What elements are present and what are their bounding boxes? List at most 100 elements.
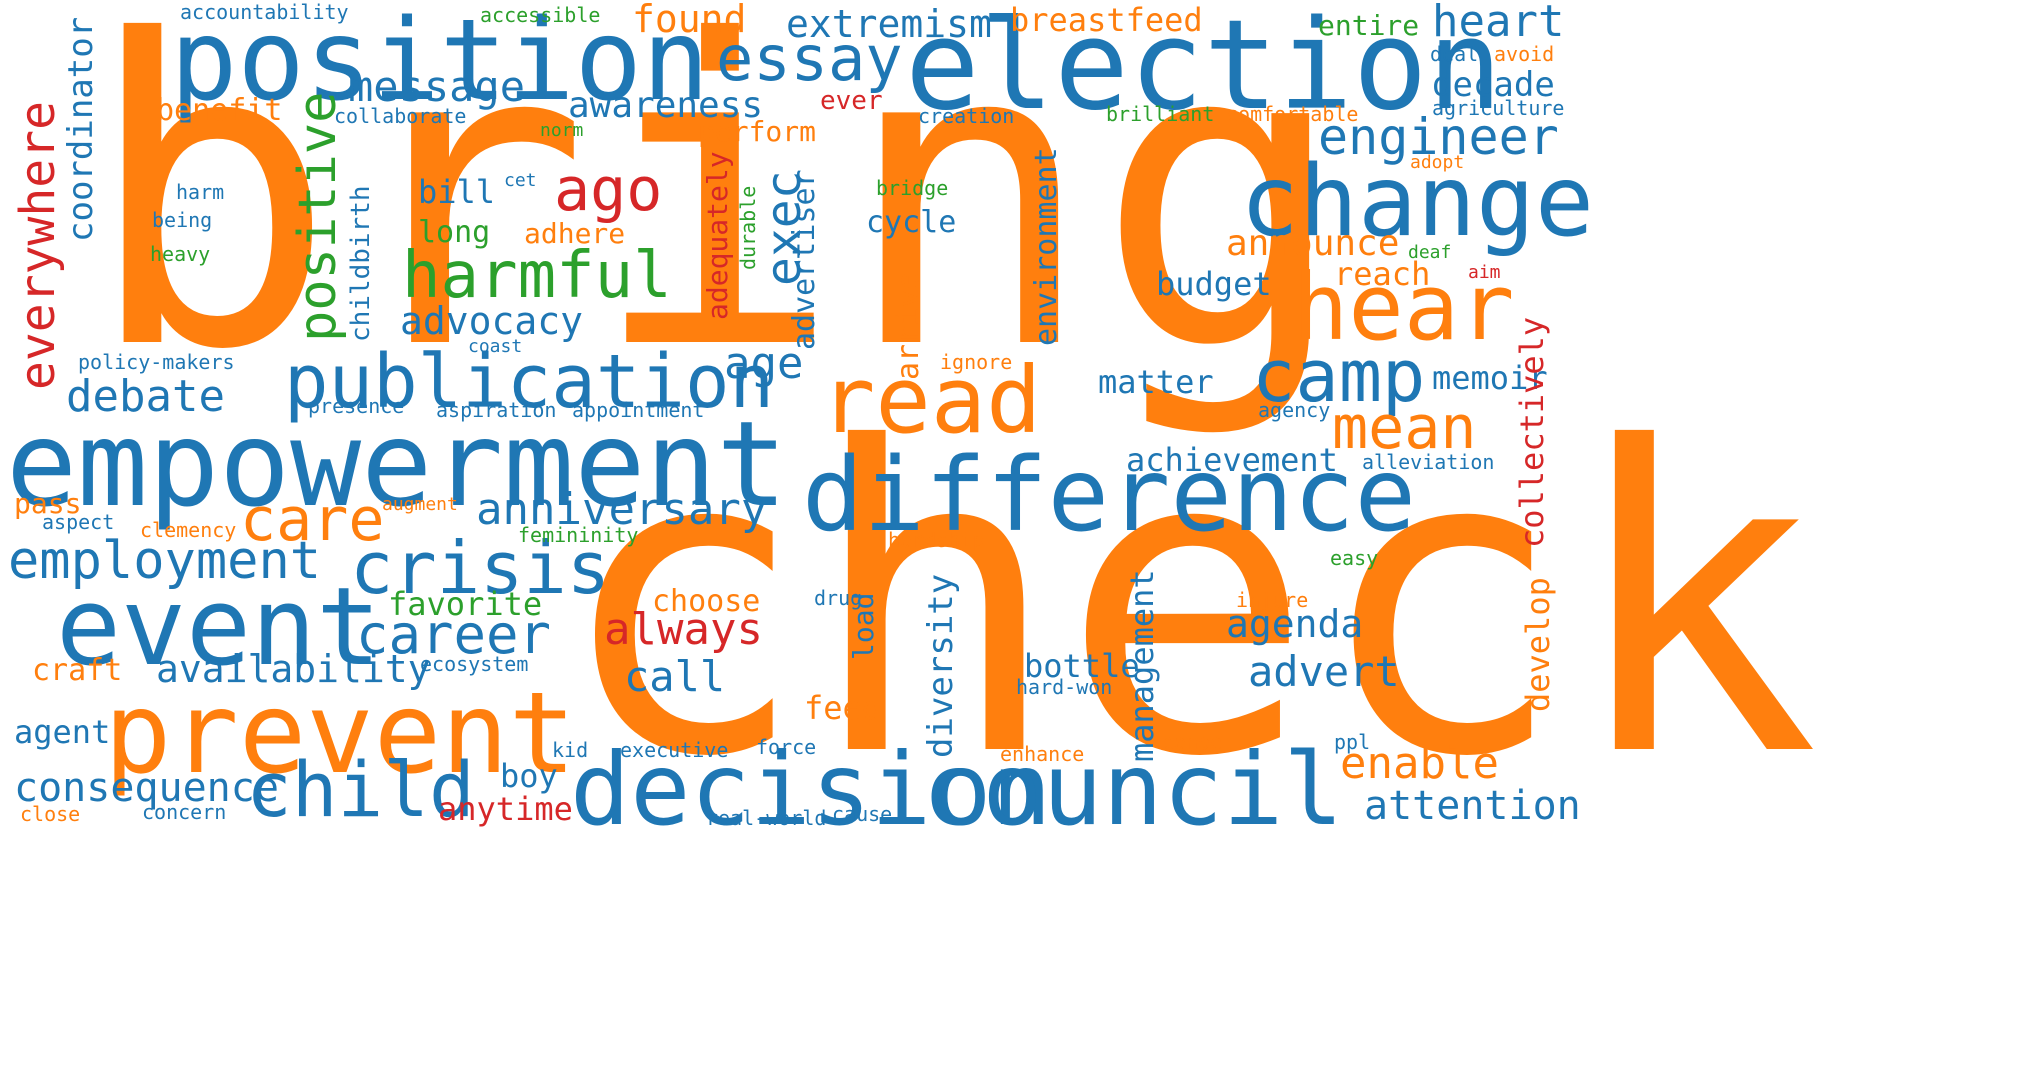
word-femininity: femininity bbox=[518, 523, 639, 547]
word-favorite: favorite bbox=[388, 585, 543, 623]
word-coast: coast bbox=[468, 336, 523, 357]
word-harm: harm bbox=[176, 180, 225, 204]
word-craft: craft bbox=[32, 653, 123, 688]
word-deal: deal bbox=[1430, 42, 1479, 66]
word-bottle: bottle bbox=[1024, 647, 1140, 685]
word-attention: attention bbox=[1364, 783, 1581, 829]
word-availability: availability bbox=[156, 647, 431, 691]
word-hear: hear bbox=[1293, 254, 1515, 361]
word-agent: agent bbox=[14, 713, 111, 751]
word-achievement: achievement bbox=[1126, 441, 1338, 479]
word-boy: boy bbox=[500, 757, 558, 795]
word-employment: employment bbox=[8, 531, 322, 591]
word-always: always bbox=[604, 604, 763, 655]
word-event: event bbox=[56, 565, 382, 690]
word-care: care bbox=[240, 485, 385, 555]
word-benefit: benefit bbox=[156, 93, 283, 128]
word-deaf: deaf bbox=[1408, 242, 1452, 263]
word-call: call bbox=[624, 652, 726, 701]
word-difference: difference bbox=[802, 436, 1417, 555]
word-breastfeed: breastfeed bbox=[1010, 1, 1203, 39]
word-cet: cet bbox=[504, 170, 537, 191]
word-check: check bbox=[555, 360, 1820, 849]
word-pass: pass bbox=[14, 487, 82, 520]
word-clemency: clemency bbox=[140, 518, 237, 542]
word-debate: debate bbox=[66, 371, 225, 422]
word-ignore: ignore bbox=[940, 350, 1013, 374]
word-position: position bbox=[170, 0, 710, 126]
word-creation: creation bbox=[918, 104, 1015, 128]
word-canoe: canoe bbox=[1162, 730, 1223, 754]
word-drug: drug bbox=[814, 586, 863, 610]
word-bill: bill bbox=[418, 173, 496, 211]
word-avoid: avoid bbox=[1494, 42, 1555, 66]
word-change: change bbox=[1240, 145, 1595, 259]
word-found: found bbox=[632, 0, 747, 41]
word-close: close bbox=[20, 802, 81, 826]
word-durable: durable bbox=[736, 185, 760, 270]
word-collectively: collectively bbox=[1513, 316, 1551, 548]
word-executive: executive bbox=[620, 738, 729, 762]
word-decision: decision bbox=[570, 731, 1052, 848]
word-heavy: heavy bbox=[150, 242, 211, 266]
word-budget: budget bbox=[1156, 265, 1272, 303]
word-injure: injure bbox=[1236, 588, 1309, 612]
word-prevent: prevent bbox=[104, 669, 577, 799]
word-harmful: harmful bbox=[402, 239, 672, 313]
word-reach: reach bbox=[1334, 255, 1431, 293]
word-advocacy: advocacy bbox=[400, 299, 584, 343]
word-crisis: crisis bbox=[350, 526, 611, 610]
word-extremism: extremism bbox=[786, 2, 992, 46]
word-adequately: adequately bbox=[701, 151, 734, 320]
word-agenda: agenda bbox=[1226, 602, 1364, 646]
word-childbirth: childbirth bbox=[346, 185, 376, 342]
word-engineer: engineer bbox=[1318, 108, 1559, 166]
word-alleviation: alleviation bbox=[1362, 450, 1495, 474]
word-child: child bbox=[246, 745, 475, 834]
word-publication: publication bbox=[284, 339, 775, 425]
word-mean: mean bbox=[1332, 393, 1477, 463]
word-aspiration: aspiration bbox=[436, 398, 557, 422]
word-augment: augment bbox=[382, 494, 458, 515]
word-arrive: arrive bbox=[891, 271, 926, 380]
word-ecosystem: ecosystem bbox=[420, 652, 529, 676]
word-comfortable: comfortable bbox=[1226, 102, 1359, 126]
word-positive: positive bbox=[288, 91, 348, 342]
word-council: council bbox=[922, 731, 1344, 848]
word-coordinator: coordinator bbox=[61, 16, 101, 242]
word-aspect: aspect bbox=[42, 510, 115, 534]
word-choose: choose bbox=[652, 584, 761, 619]
word-entire: entire bbox=[1318, 9, 1420, 42]
word-bring: bring bbox=[84, 0, 1349, 442]
word-feed: feed bbox=[804, 689, 882, 727]
word-environment: environment bbox=[1029, 147, 1064, 346]
word-diversity: diversity bbox=[921, 573, 961, 758]
word-advert: advert bbox=[1248, 647, 1400, 696]
word-load: load bbox=[847, 592, 880, 660]
word-agriculture: agriculture bbox=[1432, 96, 1565, 120]
word-accessible: accessible bbox=[480, 3, 601, 27]
word-election: election bbox=[905, 0, 1503, 138]
word-ever: ever bbox=[820, 86, 883, 116]
word-message: message bbox=[348, 62, 526, 111]
word-cycle: cycle bbox=[866, 205, 957, 240]
word-career: career bbox=[356, 603, 552, 666]
word-collaborate: collaborate bbox=[334, 104, 467, 128]
word-anytime: anytime bbox=[438, 790, 573, 828]
word-memoir: memoir bbox=[1432, 359, 1548, 397]
word-enhance: enhance bbox=[1000, 742, 1085, 766]
word-perform: perform bbox=[698, 115, 817, 148]
word-aim: aim bbox=[1468, 262, 1501, 283]
word-bridge: bridge bbox=[876, 176, 949, 200]
word-norm: norm bbox=[540, 120, 584, 141]
word-agency: agency bbox=[1258, 398, 1331, 422]
word-empowerment: empowerment bbox=[6, 395, 788, 533]
word-anniversary: anniversary bbox=[476, 484, 768, 535]
word-ppl: ppl bbox=[1334, 730, 1371, 754]
word-hardship: hardship bbox=[888, 528, 985, 552]
word-camp: camp bbox=[1252, 334, 1426, 418]
word-consequence: consequence bbox=[14, 765, 279, 811]
word-read: read bbox=[820, 347, 1042, 454]
word-cause: cause bbox=[832, 802, 893, 826]
